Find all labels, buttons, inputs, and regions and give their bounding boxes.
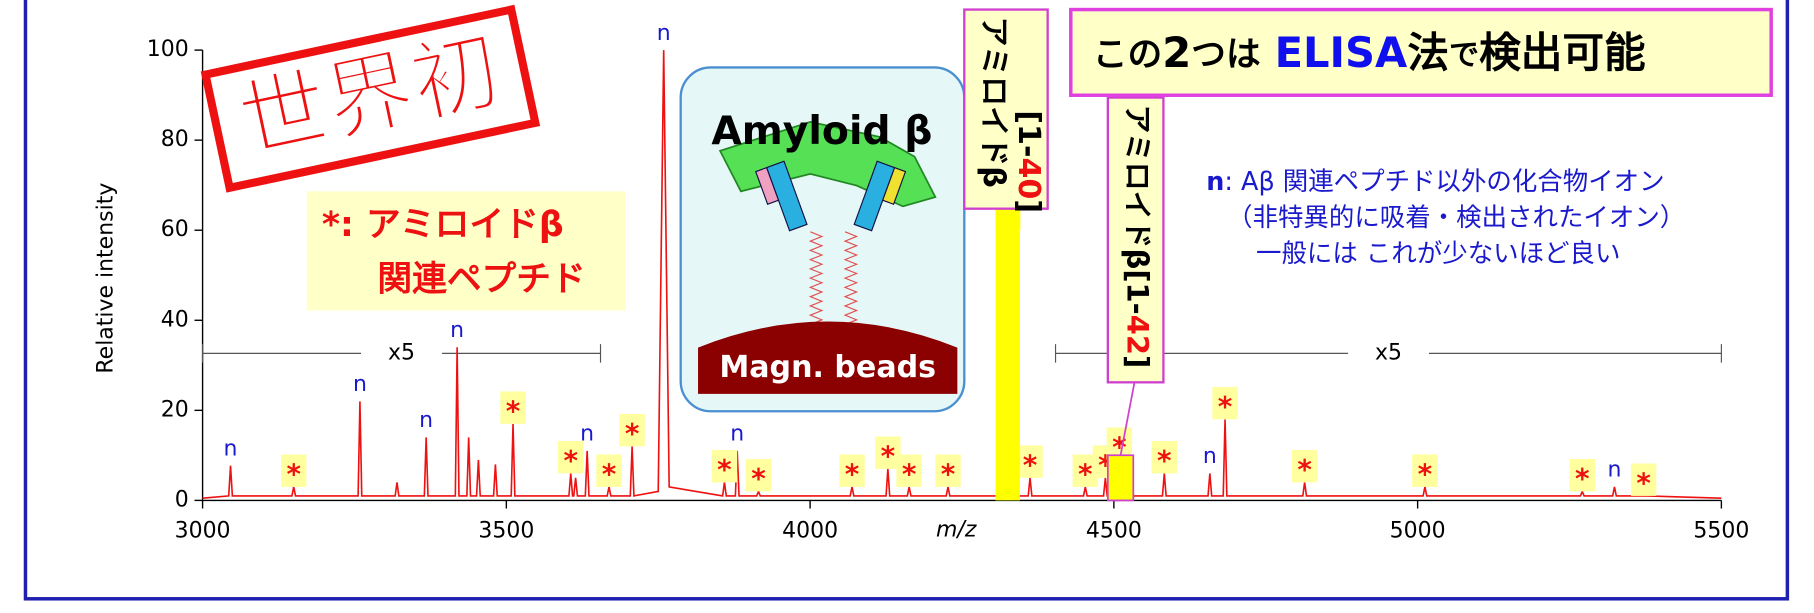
text: ]: [1121, 355, 1155, 368]
x-tick-label: 3000: [175, 519, 231, 544]
text: ELISA: [1275, 28, 1408, 77]
n-note: 一般には これが少ないほど良い: [1256, 239, 1620, 269]
n-note: n: Aβ 関連ペプチド以外の化合物イオン: [1206, 167, 1664, 197]
peak-40-label: [1-40]: [1011, 110, 1046, 213]
peak-label: *: [625, 417, 640, 450]
peak-label: *: [1078, 457, 1093, 490]
text: 40: [1011, 157, 1046, 199]
y-tick-label: 80: [161, 127, 189, 152]
zoom-label: x5: [1375, 340, 1402, 365]
zoom-label: x5: [388, 340, 415, 365]
peak-label: *: [1575, 462, 1590, 495]
peak-label: *: [1418, 457, 1433, 490]
text: この: [1093, 35, 1162, 75]
text: 42: [1121, 315, 1155, 355]
peak-label: *: [881, 439, 896, 472]
peak-label: n: [1607, 458, 1621, 483]
text: つは: [1191, 35, 1260, 75]
peak-label: n: [1203, 444, 1217, 469]
peak-label: *: [563, 444, 578, 477]
text: [1-: [1011, 110, 1046, 157]
peak-label: n: [450, 318, 464, 343]
y-tick-label: 0: [175, 487, 189, 512]
peak-label: n: [353, 372, 367, 397]
peak-label: n: [224, 437, 238, 462]
x-axis-label: m/z: [936, 518, 977, 543]
protein-label: Amyloid β: [711, 108, 932, 154]
text: : Aβ 関連ペプチド以外の化合物イオン: [1224, 167, 1664, 197]
x-tick-label: 4000: [782, 519, 838, 544]
y-tick-label: 20: [161, 397, 189, 422]
diagram: Amyloid β Magn. beads: [681, 67, 965, 411]
text: アミロイドβ: [977, 17, 1012, 188]
chart: 0 20 40 60 80 100 3000 3500 4000 4500 5000 5500 x5 x5…: [0, 0, 1814, 613]
n-note: （非特異的に吸着・検出されたイオン）: [1227, 203, 1685, 233]
peak-label: n: [419, 408, 433, 433]
y-tick-label: 100: [147, 37, 189, 62]
x-tick-label: 5000: [1390, 519, 1446, 544]
peak-label: *: [941, 457, 956, 490]
x-tick-label: 4500: [1086, 519, 1142, 544]
peak-label: *: [1023, 448, 1038, 481]
peak-label: *: [751, 462, 766, 495]
peak-label: n: [580, 422, 594, 447]
text: 検出可能: [1479, 28, 1646, 77]
peak-label: *: [845, 457, 860, 490]
text: 2: [1162, 28, 1191, 77]
highlight-42: [1108, 455, 1133, 500]
peak-label: *: [506, 394, 521, 427]
peak-label: *: [286, 457, 301, 490]
peak-40-label: アミロイドβ: [977, 17, 1012, 188]
text: n: [1206, 167, 1224, 197]
peak-label: *: [602, 457, 617, 490]
text: 法: [1407, 28, 1449, 77]
y-axis-label: Relative intensity: [94, 183, 119, 374]
y-tick-label: 60: [161, 217, 189, 242]
peak-label: n: [730, 422, 744, 447]
y-tick-label: 40: [161, 307, 189, 332]
peak-label: *: [902, 457, 917, 490]
text: ]: [1011, 199, 1046, 213]
x-tick-label: 3500: [478, 519, 534, 544]
peak-label: *: [717, 453, 732, 486]
peak-label: *: [1157, 444, 1172, 477]
text: で: [1449, 37, 1479, 72]
elisa-note: この2つは ELISA法で検出可能: [1093, 28, 1646, 77]
beads-label: Magn. beads: [719, 350, 936, 385]
highlight-40: [996, 191, 1020, 500]
legend-text: *: アミロイドβ: [322, 205, 564, 245]
legend-text: 関連ペプチド: [377, 259, 585, 299]
peak-42-label: アミロイドβ[1-42]: [1121, 104, 1155, 368]
peak-label: n: [657, 21, 671, 46]
peak-label: *: [1218, 390, 1233, 423]
peak-label: *: [1297, 453, 1312, 486]
peak-label: *: [1636, 466, 1651, 499]
x-tick-label: 5500: [1693, 519, 1749, 544]
text: アミロイドβ[1-: [1121, 104, 1155, 314]
